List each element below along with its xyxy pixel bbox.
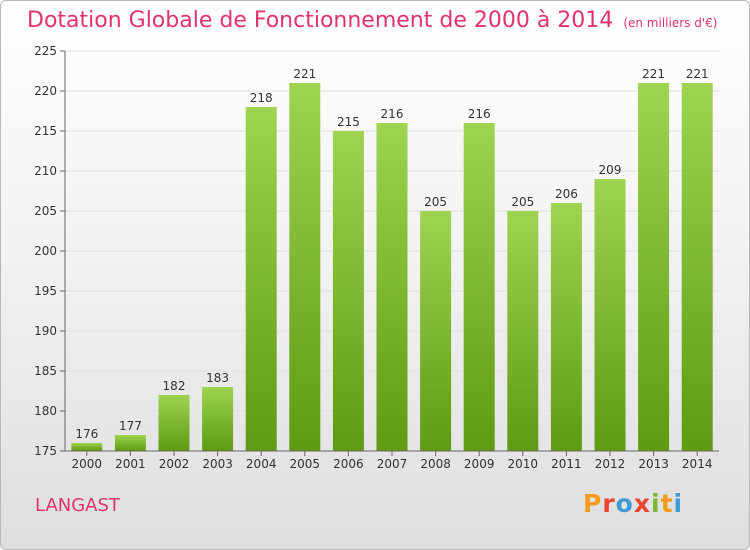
logo-letter: r [602, 489, 616, 518]
data-label: 177 [119, 419, 142, 433]
x-tick-label: 2003 [202, 457, 233, 471]
axes: 175 180 185 190 195 200 205 210 215 220 225 2000 200… [34, 44, 719, 471]
y-tick-label: 185 [34, 364, 57, 378]
logo-letter: o [615, 489, 634, 518]
x-tick-label: 2001 [115, 457, 146, 471]
y-tick-label: 175 [34, 444, 57, 458]
bar [289, 83, 321, 451]
logo-letter: i [673, 489, 684, 518]
bar [638, 83, 670, 451]
logo-letter: i [651, 489, 661, 518]
data-label: 216 [381, 107, 404, 121]
bar [550, 203, 582, 451]
chart-title: Dotation Globale de Fonctionnement de 20… [27, 8, 717, 33]
proxiti-logo[interactable]: Proxiti [583, 489, 683, 518]
data-label: 176 [75, 427, 98, 441]
bar [420, 211, 452, 451]
x-tick-label: 2006 [333, 457, 364, 471]
x-tick-label: 2010 [508, 457, 539, 471]
x-tick-label: 2012 [595, 457, 626, 471]
data-label: 221 [293, 67, 316, 81]
x-tick-label: 2013 [638, 457, 669, 471]
x-tick-label: 2005 [290, 457, 321, 471]
bar [507, 211, 539, 451]
y-tick-label: 190 [34, 324, 57, 338]
logo-letter: x [633, 489, 651, 518]
y-tick-label: 215 [34, 124, 57, 138]
x-tick-label: 2008 [420, 457, 451, 471]
data-label: 205 [424, 195, 447, 209]
y-tick-label: 195 [34, 284, 57, 298]
x-tick-label: 2007 [377, 457, 408, 471]
data-label: 205 [511, 195, 534, 209]
bar [114, 435, 146, 451]
data-label: 182 [163, 379, 186, 393]
data-label: 215 [337, 115, 360, 129]
data-label: 221 [686, 67, 709, 81]
place-name: LANGAST [35, 495, 120, 516]
y-tick-label: 210 [34, 164, 57, 178]
y-tick-label: 205 [34, 204, 57, 218]
logo-letter: t [660, 489, 674, 518]
y-tick-label: 180 [34, 404, 57, 418]
logo-letter: P [583, 489, 603, 518]
bar [463, 123, 495, 451]
x-tick-label: 2000 [72, 457, 103, 471]
bar [376, 123, 408, 451]
data-label: 218 [250, 91, 273, 105]
x-tick-label: 2002 [159, 457, 190, 471]
bar [71, 443, 103, 451]
bar [202, 387, 234, 451]
data-label: 206 [555, 187, 578, 201]
title-text: Dotation Globale de Fonctionnement de 20… [27, 8, 614, 33]
data-label: 209 [599, 163, 622, 177]
bar [158, 395, 190, 451]
bar [681, 83, 713, 451]
data-label: 183 [206, 371, 229, 385]
x-tick-label: 2004 [246, 457, 277, 471]
bar [245, 107, 277, 451]
y-tick-label: 200 [34, 244, 57, 258]
bars: 176 177 182 183 218 221 215 216 205 216 205 206 209 2… [71, 67, 713, 451]
bar [332, 131, 364, 451]
x-tick-label: 2009 [464, 457, 495, 471]
x-tick-label: 2014 [682, 457, 713, 471]
data-label: 216 [468, 107, 491, 121]
bar [594, 179, 626, 451]
y-tick-label: 225 [34, 44, 57, 58]
x-tick-label: 2011 [551, 457, 582, 471]
y-tick-label: 220 [34, 84, 57, 98]
data-label: 221 [642, 67, 665, 81]
chart-subtitle: (en milliers d'€) [623, 16, 718, 30]
